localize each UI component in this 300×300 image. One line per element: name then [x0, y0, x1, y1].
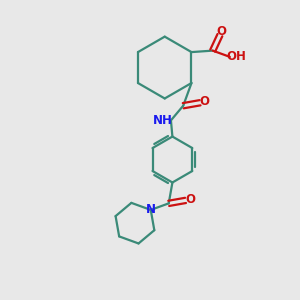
Text: O: O: [200, 95, 209, 108]
Text: OH: OH: [226, 50, 246, 63]
Text: O: O: [216, 25, 226, 38]
Text: O: O: [185, 193, 195, 206]
Text: N: N: [146, 203, 156, 216]
Text: NH: NH: [153, 114, 172, 127]
